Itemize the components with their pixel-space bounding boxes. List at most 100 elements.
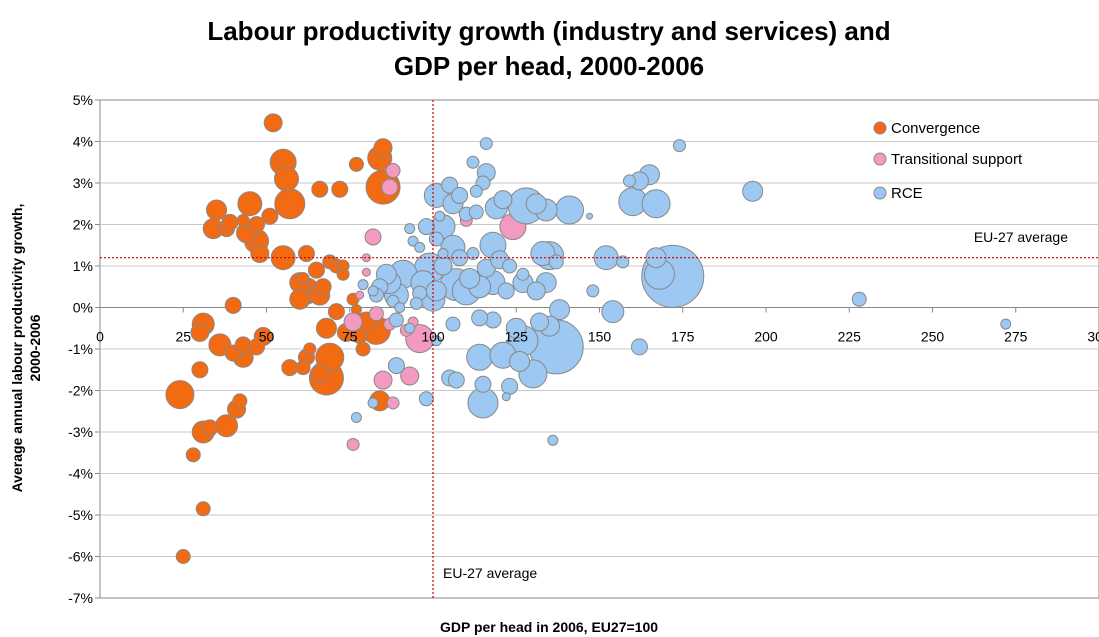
point-rce — [441, 176, 459, 194]
point-convergence — [165, 380, 195, 410]
point-rce — [622, 174, 636, 188]
point-transitional-support — [361, 267, 371, 277]
point-rce — [430, 335, 442, 347]
point-convergence — [248, 338, 266, 356]
legend: Convergence Transitional support RCE — [873, 120, 1023, 202]
legend-convergence-marker — [873, 121, 887, 135]
point-convergence — [190, 322, 210, 342]
point-convergence — [314, 278, 332, 296]
point-rce — [1000, 318, 1012, 330]
point-convergence — [310, 364, 330, 384]
point-convergence — [315, 317, 337, 339]
point-rce — [434, 210, 446, 222]
x-tick-label: 100 — [421, 329, 445, 345]
point-convergence — [336, 267, 350, 281]
point-rce — [407, 235, 419, 247]
legend-transitional-marker — [873, 152, 887, 166]
point-rce — [851, 291, 867, 307]
point-convergence — [289, 288, 311, 310]
legend-transitional-label: Transitional support — [891, 151, 1023, 168]
point-rce — [548, 254, 564, 270]
reference-lines — [100, 100, 1099, 598]
point-rce — [404, 322, 416, 334]
point-convergence — [303, 342, 317, 356]
point-rce — [742, 180, 764, 202]
point-convergence — [263, 113, 283, 133]
point-convergence — [273, 166, 299, 192]
point-convergence — [175, 549, 191, 564]
y-tick-label: -4% — [68, 466, 93, 482]
point-rce — [466, 343, 494, 371]
point-rce — [641, 189, 671, 219]
x-tick-label: 0 — [96, 329, 104, 345]
point-rce — [357, 279, 369, 291]
point-rce — [388, 312, 404, 328]
point-convergence — [297, 245, 315, 263]
point-convergence — [236, 213, 250, 227]
point-rce — [516, 267, 530, 281]
point-convergence — [261, 207, 279, 225]
y-tick-label: 0% — [73, 300, 93, 316]
x-tick-label: 250 — [921, 329, 945, 345]
point-rce — [547, 434, 559, 446]
point-transitional-support — [386, 396, 400, 410]
point-rce — [367, 285, 379, 297]
point-rce — [409, 296, 423, 310]
point-rce — [672, 139, 686, 153]
legend-rce-label: RCE — [891, 185, 923, 202]
point-rce — [555, 195, 585, 225]
data-points — [165, 113, 1012, 564]
y-tick-label: -2% — [68, 383, 93, 399]
point-transitional-support — [355, 290, 365, 300]
point-convergence — [274, 188, 306, 220]
x-tick-label: 125 — [505, 329, 529, 345]
x-tick-label: 300 — [1087, 329, 1099, 345]
point-rce — [394, 302, 406, 313]
x-tick-label: 75 — [342, 329, 358, 345]
point-rce — [526, 281, 546, 301]
point-transitional-support — [373, 370, 393, 390]
point-rce — [404, 223, 416, 235]
point-convergence — [237, 191, 263, 217]
point-convergence — [185, 447, 201, 463]
point-transitional-support — [346, 437, 360, 451]
x-tick-label: 200 — [754, 329, 778, 345]
point-rce — [502, 258, 518, 274]
y-tick-label: 3% — [73, 175, 93, 191]
point-rce — [466, 155, 480, 169]
point-convergence — [270, 245, 296, 271]
point-rce — [530, 312, 550, 332]
x-axis-title: GDP per head in 2006, EU27=100 — [440, 619, 658, 635]
point-convergence — [311, 180, 329, 198]
point-convergence — [348, 156, 364, 172]
point-rce — [445, 316, 461, 332]
x-tick-label: 175 — [671, 329, 695, 345]
point-rce — [630, 338, 648, 356]
point-convergence — [224, 296, 242, 314]
y-axis-title: Average annual labour productivity growt… — [9, 204, 43, 493]
point-convergence — [373, 138, 393, 158]
point-transitional-support — [361, 253, 371, 263]
point-rce — [417, 218, 435, 236]
x-tick-label: 275 — [1004, 329, 1028, 345]
eu-average-vertical-label: EU-27 average — [443, 565, 537, 581]
point-rce — [549, 299, 571, 321]
point-transitional-support — [368, 306, 384, 322]
point-rce — [451, 249, 469, 267]
x-tick-label: 25 — [175, 329, 191, 345]
point-rce — [505, 317, 527, 339]
point-rce — [447, 371, 465, 389]
chart-title-line-1: Labour productivity growth (industry and… — [207, 16, 890, 46]
point-rce — [601, 300, 625, 324]
point-rce — [387, 357, 405, 375]
point-convergence — [195, 501, 211, 517]
point-rce — [367, 397, 379, 409]
point-rce — [469, 184, 483, 198]
chart-title-line-2: GDP per head, 2000-2006 — [394, 51, 704, 81]
point-convergence — [296, 271, 310, 285]
x-tick-label: 50 — [259, 329, 275, 345]
x-tick-label: 150 — [588, 329, 612, 345]
point-convergence — [331, 180, 349, 198]
y-axis-title-line-1: Average annual labour productivity growt… — [9, 204, 25, 493]
